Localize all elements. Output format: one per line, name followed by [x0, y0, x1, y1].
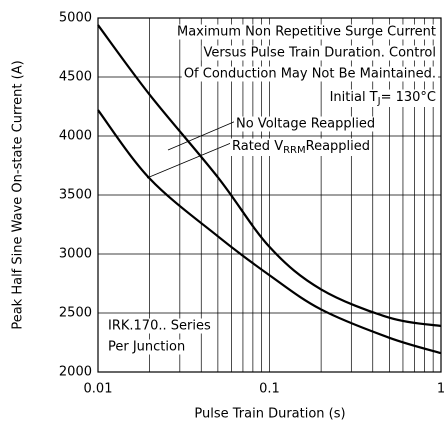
- y-tick-label: 5000: [59, 11, 92, 26]
- annotation-background: [201, 45, 438, 61]
- annotation: IRK.170.. Series: [108, 319, 211, 334]
- curve: [97, 24, 442, 328]
- annotations: Maximum Non Repetitive Surge Current Vers…: [106, 24, 438, 355]
- annotation-background: [230, 138, 373, 156]
- x-tick-label: 0.01: [84, 382, 113, 397]
- x-tick-label: 0.1: [259, 382, 280, 397]
- curve: [97, 109, 442, 355]
- annotation-part: Rated V: [232, 139, 283, 154]
- annotation-background: [106, 318, 213, 334]
- grid: [97, 17, 442, 373]
- annotation: Per Junction: [108, 340, 185, 355]
- y-tick-label: 3000: [59, 247, 92, 262]
- curves: [97, 24, 442, 355]
- annotation-background: [175, 24, 438, 40]
- annotation-background: [327, 89, 438, 107]
- annotation-part: Initial T: [330, 90, 378, 105]
- annotation-part: Reapplied: [306, 139, 370, 154]
- y-tick-label: 2000: [59, 365, 92, 380]
- y-tick-label: 4000: [59, 129, 92, 144]
- annotation: Maximum Non Repetitive Surge Current: [177, 25, 436, 40]
- annotation-background: [106, 339, 188, 355]
- annotation: Of Conduction May Not Be Maintained.: [184, 67, 436, 82]
- annotation-part: = 130°C: [381, 90, 436, 105]
- annotation: Versus Pulse Train Duration. Control: [203, 46, 436, 61]
- annotation: Rated VRRMReapplied: [232, 139, 370, 157]
- y-tick-label: 4500: [59, 70, 92, 85]
- x-axis-label: Pulse Train Duration (s): [194, 407, 345, 422]
- annotation: Initial TJ= 130°C: [330, 90, 436, 108]
- subscript: J: [377, 96, 381, 107]
- annotation-background: [181, 66, 438, 82]
- annotation-background: [234, 116, 378, 132]
- annotation: No Voltage Reapplied: [236, 117, 375, 132]
- y-tick-label: 2500: [59, 306, 92, 321]
- y-tick-label: 3500: [59, 188, 92, 203]
- leader-line: [167, 120, 237, 151]
- subscript: RRM: [283, 145, 306, 156]
- x-tick-label: 1: [437, 382, 445, 397]
- leader-line: [146, 142, 232, 179]
- plot-frame: [97, 17, 442, 373]
- y-axis-label: Peak Half Sine Wave On-state Current (A): [11, 60, 26, 329]
